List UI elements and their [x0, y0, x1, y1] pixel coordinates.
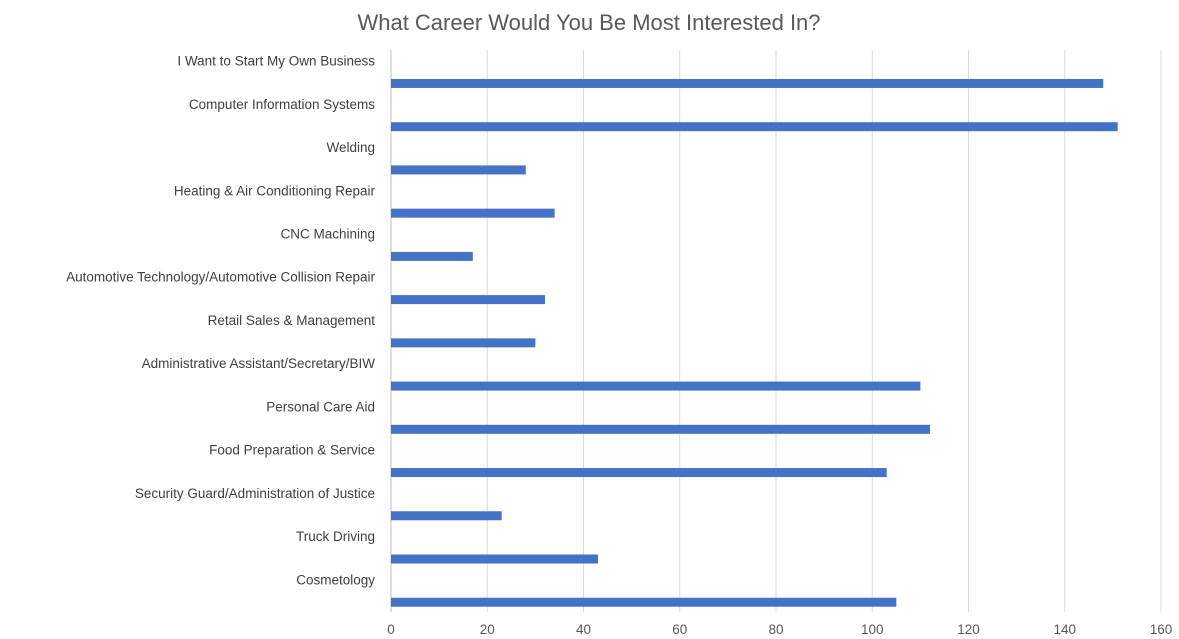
category-label: Computer Information Systems	[189, 97, 375, 112]
bar	[391, 424, 930, 434]
x-tick-label: 140	[1053, 622, 1076, 637]
category-label: Heating & Air Conditioning Repair	[174, 183, 376, 198]
category-label: Cosmetology	[296, 572, 375, 587]
x-tick-label: 120	[957, 622, 980, 637]
category-label: Automotive Technology/Automotive Collisi…	[66, 270, 375, 285]
bar	[391, 251, 473, 261]
bar	[391, 597, 897, 607]
bar	[391, 165, 526, 175]
category-label: I Want to Start My Own Business	[177, 54, 375, 69]
category-label: Retail Sales & Management	[208, 313, 376, 328]
x-tick-label: 60	[672, 622, 687, 637]
bar	[391, 468, 887, 478]
x-tick-label: 20	[480, 622, 495, 637]
bar	[391, 511, 502, 521]
category-label: Food Preparation & Service	[209, 443, 375, 458]
bar	[391, 78, 1104, 88]
bar	[391, 338, 536, 348]
bar	[391, 208, 555, 218]
bars	[391, 78, 1118, 607]
chart-title: What Career Would You Be Most Interested…	[357, 10, 820, 35]
category-label: Administrative Assistant/Secretary/BIW	[142, 356, 376, 371]
x-tick-label: 160	[1150, 622, 1173, 637]
gridlines	[390, 50, 1162, 612]
x-tick-label: 80	[768, 622, 783, 637]
category-label: Security Guard/Administration of Justice	[135, 486, 375, 501]
category-labels: I Want to Start My Own Business Computer …	[66, 54, 375, 588]
x-tick-label: 0	[387, 622, 395, 637]
category-label: CNC Machining	[280, 226, 375, 241]
bar	[391, 554, 598, 564]
category-label: Welding	[326, 140, 375, 155]
bar	[391, 295, 545, 305]
x-tick-label: 100	[861, 622, 884, 637]
bar	[391, 381, 921, 391]
category-label: Personal Care Aid	[266, 399, 375, 414]
category-label: Truck Driving	[296, 529, 375, 544]
x-tick-label: 40	[576, 622, 591, 637]
x-tick-labels: 0 20 40 60 80 100 120 140 160	[387, 622, 1172, 637]
bar	[391, 122, 1118, 132]
